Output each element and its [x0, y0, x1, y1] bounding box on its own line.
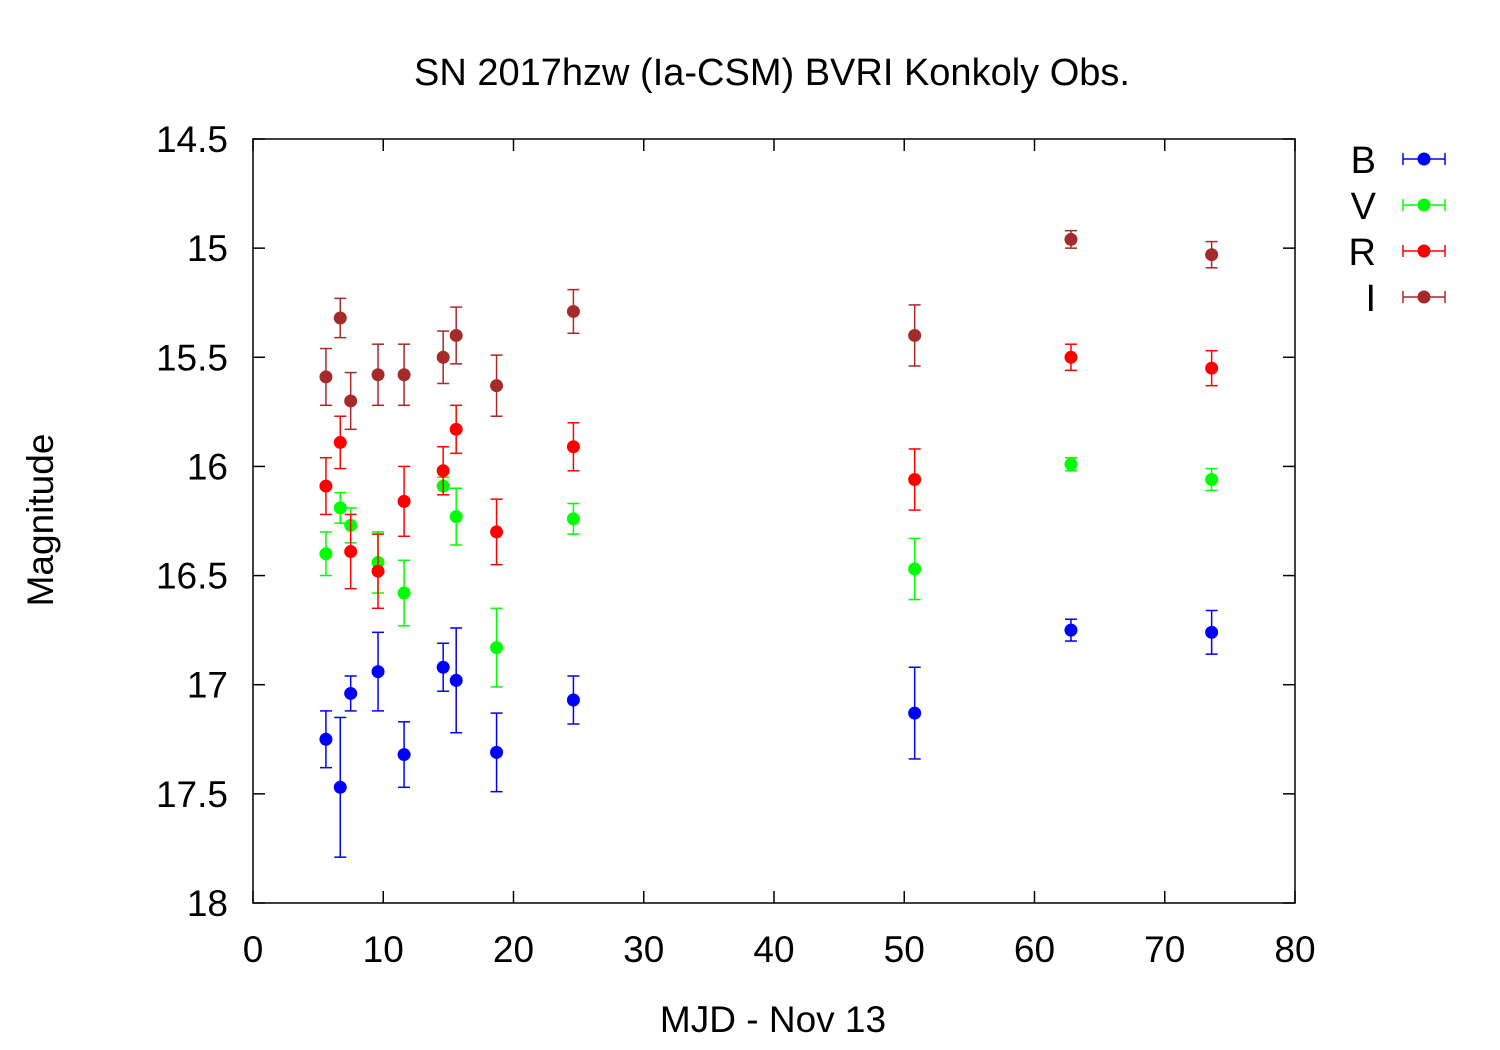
series-B: [319, 609, 1219, 858]
x-tick-label: 60: [1014, 929, 1055, 970]
chart-title: SN 2017hzw (Ia-CSM) BVRI Konkoly Obs.: [414, 52, 1130, 94]
legend-item-R: R: [1349, 232, 1446, 274]
y-tick-label: 17: [187, 665, 228, 706]
data-series: [319, 229, 1219, 858]
data-point: [319, 732, 333, 746]
data-point: [490, 525, 504, 539]
legend-label: V: [1351, 186, 1377, 228]
plot-border: [252, 138, 1296, 904]
data-point: [333, 311, 347, 325]
x-tick-label: 80: [1274, 929, 1315, 970]
data-point: [436, 660, 450, 674]
x-tick-label: 70: [1144, 929, 1185, 970]
data-point: [908, 328, 922, 342]
data-point: [397, 368, 411, 382]
data-point: [1205, 248, 1219, 262]
data-point: [490, 745, 504, 759]
y-tick-label: 17.5: [156, 774, 228, 815]
x-tick-label: 10: [363, 929, 404, 970]
data-point: [436, 350, 450, 364]
data-point: [333, 780, 347, 794]
x-axis: 0 10 20 30 40 50 60 70 80: [243, 139, 1316, 970]
data-point: [449, 673, 463, 687]
data-point: [1205, 361, 1219, 375]
y-tick-label: 14.5: [156, 119, 228, 160]
data-point: [449, 422, 463, 436]
x-tick-label: 20: [493, 929, 534, 970]
legend-symbol: [1402, 290, 1446, 304]
y-tick-label: 15: [187, 228, 228, 269]
data-point: [397, 748, 411, 762]
x-axis-label: MJD - Nov 13: [660, 999, 886, 1040]
legend-symbol: [1402, 244, 1446, 258]
data-point: [397, 494, 411, 508]
y-tick-label: 16.5: [156, 556, 228, 597]
data-point: [371, 665, 385, 679]
series-R: [319, 343, 1219, 610]
legend-label: B: [1351, 140, 1376, 182]
x-tick-label: 50: [884, 929, 925, 970]
legend-label: R: [1349, 232, 1376, 274]
data-point: [566, 512, 580, 526]
y-axis-label: Magnitude: [20, 434, 61, 607]
data-point: [566, 304, 580, 318]
data-point: [333, 435, 347, 449]
data-point: [908, 562, 922, 576]
data-point: [908, 706, 922, 720]
x-tick-label: 0: [243, 929, 264, 970]
data-point: [490, 379, 504, 393]
data-point: [344, 394, 358, 408]
y-tick-label: 15.5: [156, 337, 228, 378]
data-point: [371, 368, 385, 382]
data-point: [908, 473, 922, 487]
data-point: [449, 328, 463, 342]
data-point: [566, 693, 580, 707]
data-point: [319, 479, 333, 493]
data-point: [319, 370, 333, 384]
y-axis: 14.5 15 15.5 16 16.5 17 17.5 18: [156, 119, 1295, 924]
data-point: [319, 547, 333, 561]
x-tick-label: 40: [753, 929, 794, 970]
data-point: [490, 641, 504, 655]
legend-item-V: V: [1351, 186, 1446, 228]
data-point: [1064, 232, 1078, 246]
plot-area: [252, 138, 1296, 904]
legend-item-I: I: [1365, 278, 1446, 320]
data-point: [1064, 623, 1078, 637]
data-point: [566, 440, 580, 454]
legend-item-B: B: [1351, 140, 1446, 182]
data-point: [1064, 457, 1078, 471]
legend: BVRI: [1349, 140, 1446, 320]
data-point: [333, 501, 347, 515]
legend-symbol: [1402, 152, 1446, 166]
data-point: [449, 510, 463, 524]
y-tick-label: 16: [187, 446, 228, 487]
series-I: [319, 229, 1219, 431]
data-point: [344, 545, 358, 559]
legend-label: I: [1365, 278, 1376, 320]
series-V: [319, 456, 1219, 688]
data-point: [436, 464, 450, 478]
y-tick-label: 18: [187, 883, 228, 924]
x-tick-label: 30: [623, 929, 664, 970]
legend-symbol: [1402, 198, 1446, 212]
data-point: [371, 564, 385, 578]
data-point: [1064, 350, 1078, 364]
data-point: [397, 586, 411, 600]
data-point: [1205, 625, 1219, 639]
data-point: [344, 686, 358, 700]
data-point: [1205, 473, 1219, 487]
